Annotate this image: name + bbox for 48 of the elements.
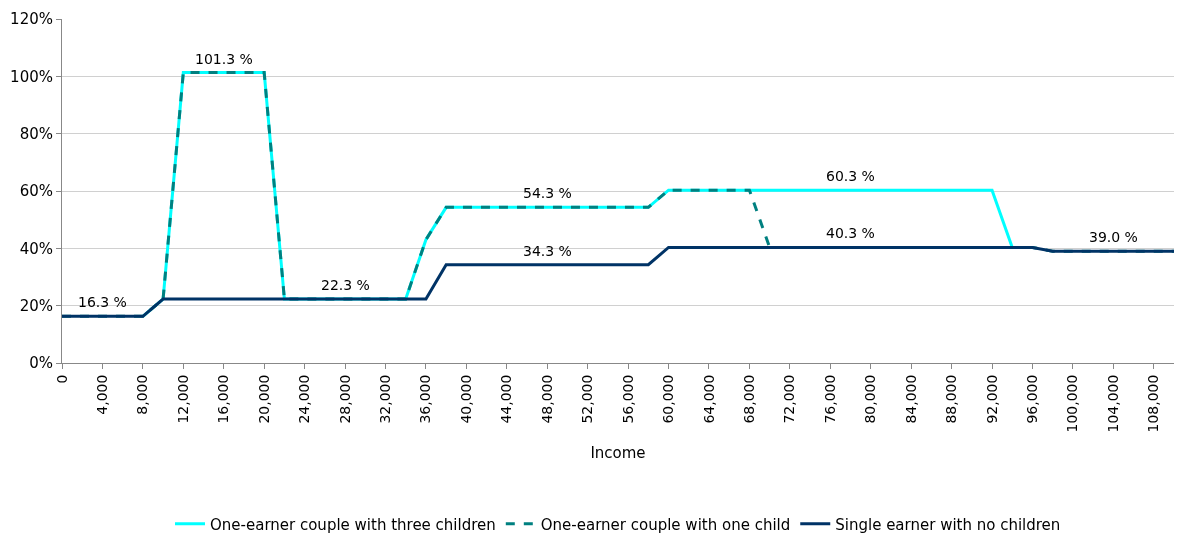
annotation: 16.3 % xyxy=(78,294,127,310)
x-tick-label: 88,000 xyxy=(943,374,960,424)
annotation: 60.3 % xyxy=(826,168,875,184)
y-tick-label: 20% xyxy=(19,296,53,315)
legend-label: One-earner couple with one child xyxy=(540,515,791,534)
x-tick-label: 24,000 xyxy=(296,374,313,424)
y-tick-label: 40% xyxy=(19,239,53,258)
x-tick-label: 92,000 xyxy=(983,374,1000,424)
y-tick-label: 100% xyxy=(10,67,53,86)
x-tick-label: 44,000 xyxy=(498,374,515,424)
x-tick-label: 12,000 xyxy=(174,374,191,424)
x-tick-label: 64,000 xyxy=(700,374,717,424)
x-tick-label: 80,000 xyxy=(862,374,879,424)
annotation: 22.3 % xyxy=(321,277,370,293)
x-tick-label: 56,000 xyxy=(619,374,636,424)
x-tick-label: 8,000 xyxy=(134,374,151,415)
x-tick-label: 16,000 xyxy=(215,374,232,424)
x-tick-label: 100,000 xyxy=(1064,374,1081,433)
x-tick-label: 20,000 xyxy=(255,374,272,424)
x-tick-label: 104,000 xyxy=(1104,374,1121,433)
y-tick-label: 120% xyxy=(10,10,53,29)
x-tick-label: 60,000 xyxy=(660,374,677,424)
y-tick-label: 0% xyxy=(29,354,53,373)
annotation: 40.3 % xyxy=(826,225,875,241)
y-tick-label: 60% xyxy=(19,182,53,201)
line-series xyxy=(62,245,1174,318)
annotation: 54.3 % xyxy=(523,185,572,201)
x-tick-label: 108,000 xyxy=(1145,374,1162,433)
annotation: 34.3 % xyxy=(523,243,572,259)
x-tick-label: 84,000 xyxy=(902,374,919,424)
x-tick-label: 72,000 xyxy=(781,374,798,424)
x-tick-label: 28,000 xyxy=(336,374,353,424)
x-tick-label: 36,000 xyxy=(417,374,434,424)
x-tick-label: 96,000 xyxy=(1024,374,1041,424)
x-axis-title: Income xyxy=(590,443,646,462)
x-tick-label: 48,000 xyxy=(538,374,555,424)
x-tick-label: 4,000 xyxy=(93,374,110,415)
annotation: 101.3 % xyxy=(195,51,253,67)
y-tick-label: 80% xyxy=(19,124,53,143)
x-tick-label: 40,000 xyxy=(457,374,474,424)
x-tick-label: 32,000 xyxy=(377,374,394,424)
x-tick-label: 68,000 xyxy=(740,374,757,424)
x-tick-label: 0 xyxy=(53,374,70,384)
x-tick-label: 76,000 xyxy=(821,374,838,424)
x-tick-label: 52,000 xyxy=(579,374,596,424)
legend-label: One-earner couple with three children xyxy=(210,515,496,534)
legend-label: Single earner with no children xyxy=(835,515,1061,534)
annotation: 39.0 % xyxy=(1089,229,1138,245)
